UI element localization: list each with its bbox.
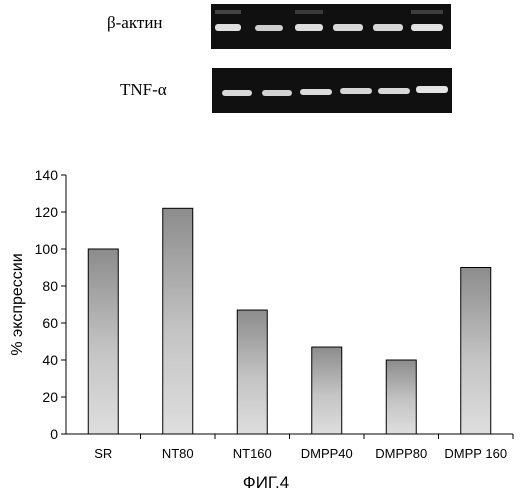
y-tick-label: 20 — [42, 389, 58, 405]
tnf-alpha-label: TNF-α — [120, 80, 167, 100]
x-tick-label: DMPP40 — [301, 446, 353, 461]
beta-actin-gel-image — [211, 4, 451, 49]
expression-bar-chart: 0 20 40 60 80 100 120 140 % экспрессии SR NT80 NT16… — [0, 150, 532, 470]
bar-nt160 — [237, 310, 267, 434]
tnf-band — [416, 86, 448, 93]
actin-band — [295, 24, 323, 31]
bar-dmpp-160 — [461, 268, 491, 435]
actin-smear — [295, 10, 323, 14]
tnf-alpha-gel-image — [212, 68, 452, 113]
bar-sr — [88, 249, 118, 434]
y-tick-label: 100 — [35, 241, 59, 257]
y-axis-title: % экспрессии — [9, 253, 26, 355]
y-tick-label: 0 — [50, 426, 58, 442]
x-tick-label: DMPP80 — [375, 446, 427, 461]
x-tick-label: SR — [94, 446, 112, 461]
x-tick-label: NT80 — [162, 446, 194, 461]
actin-smear — [215, 10, 241, 14]
actin-band — [411, 24, 443, 31]
beta-actin-bands — [211, 4, 451, 49]
tnf-alpha-bands — [212, 68, 452, 113]
beta-actin-label: β-актин — [107, 13, 163, 33]
tnf-band — [262, 90, 292, 96]
actin-smear — [411, 10, 443, 14]
y-tick-label: 40 — [42, 352, 58, 368]
x-tick-label: NT160 — [233, 446, 272, 461]
y-tick-label: 60 — [42, 315, 58, 331]
y-tick-label: 80 — [42, 278, 58, 294]
tnf-band — [378, 88, 410, 94]
figure-caption: ФИГ.4 — [0, 473, 532, 493]
bar-nt80 — [163, 208, 193, 434]
actin-band — [215, 24, 241, 31]
tnf-band — [340, 88, 372, 94]
tnf-band — [222, 90, 252, 96]
y-tick-label: 140 — [35, 167, 59, 183]
bar-dmpp80 — [386, 360, 416, 434]
x-tick-label: DMPP 160 — [444, 446, 507, 461]
actin-band — [333, 24, 363, 31]
tnf-band — [300, 89, 332, 95]
actin-band — [255, 25, 283, 31]
bar-dmpp40 — [312, 347, 342, 434]
y-tick-label: 120 — [35, 204, 59, 220]
actin-band — [373, 24, 403, 31]
